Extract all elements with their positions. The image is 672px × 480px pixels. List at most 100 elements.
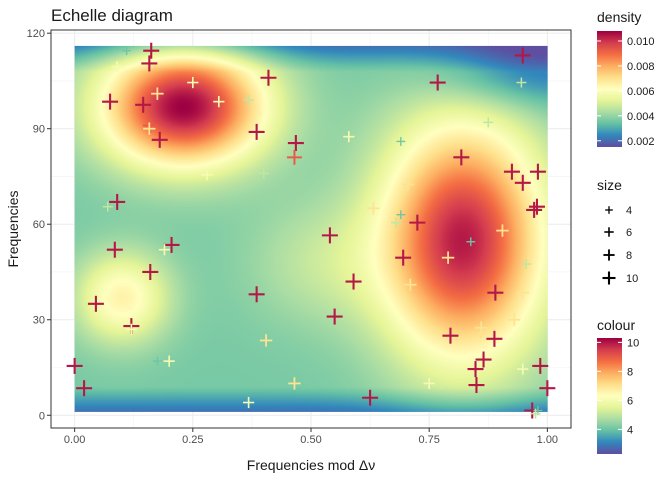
size-legend-label: 10	[626, 273, 638, 285]
density-legend-label: 0.008	[627, 61, 655, 73]
y-axis-title: Frequencies	[5, 190, 21, 267]
data-point	[532, 357, 549, 374]
data-point	[102, 93, 119, 110]
density-colorbar	[597, 31, 622, 147]
size-legend-label: 8	[626, 250, 632, 262]
data-point	[135, 96, 152, 113]
colour-legend-ticks: 10 8 6 4	[597, 337, 639, 436]
data-point	[409, 214, 426, 231]
data-point	[102, 201, 113, 212]
size-legend-key	[604, 227, 614, 237]
data-point	[326, 308, 343, 325]
data-point	[248, 286, 265, 303]
x-axis-title: Frequencies mod Δν	[247, 457, 375, 473]
data-point	[404, 278, 417, 291]
data-point	[496, 224, 509, 237]
data-point	[163, 236, 180, 253]
data-point	[143, 122, 156, 135]
size-legend-keys: 4 6 8 10	[602, 205, 638, 285]
data-point	[396, 137, 406, 146]
data-point	[321, 227, 338, 244]
data-point	[530, 408, 541, 419]
y-tick-label: 0	[39, 410, 45, 422]
y-tick-label: 60	[33, 219, 45, 231]
data-point	[287, 149, 302, 165]
data-point	[151, 131, 168, 148]
data-point	[395, 249, 412, 266]
data-point	[106, 241, 123, 258]
data-point	[66, 357, 83, 374]
data-point	[125, 323, 137, 335]
data-point	[213, 96, 225, 108]
data-point	[141, 55, 158, 72]
data-point	[508, 313, 521, 326]
size-legend-key	[602, 271, 616, 285]
data-point	[516, 77, 527, 88]
data-point	[111, 61, 123, 73]
data-point	[487, 284, 504, 301]
colour-legend-label: 4	[627, 424, 633, 436]
density-heatmap	[74, 45, 548, 412]
y-tick-label: 120	[27, 28, 45, 40]
size-legend-label: 6	[626, 227, 632, 239]
x-tick-label: 0.75	[418, 434, 439, 446]
data-point	[483, 117, 494, 128]
size-legend-key	[603, 249, 615, 261]
density-legend-label: 0.002	[627, 136, 655, 148]
x-tick-label: 0.50	[300, 434, 321, 446]
data-point	[287, 135, 304, 152]
x-tick-label: 1.00	[537, 434, 558, 446]
colour-legend-label: 10	[627, 337, 639, 349]
data-point	[516, 286, 529, 299]
data-point	[529, 163, 546, 180]
data-point	[345, 273, 362, 290]
data-point	[517, 363, 529, 375]
colour-legend: colour 10 8 6 4	[597, 317, 639, 454]
data-point	[503, 163, 520, 180]
data-point	[76, 380, 93, 397]
data-point	[259, 334, 273, 347]
data-point	[429, 74, 446, 91]
data-point	[474, 321, 488, 334]
data-point	[453, 149, 470, 166]
x-tick-label: 0.25	[182, 434, 203, 446]
data-point	[243, 95, 254, 106]
data-point	[475, 351, 492, 368]
density-legend-label: 0.004	[627, 111, 655, 123]
data-point	[343, 131, 355, 143]
colour-legend-label: 6	[627, 395, 633, 407]
data-point	[151, 87, 164, 100]
data-point	[260, 69, 277, 86]
density-legend-label: 0.006	[627, 86, 655, 98]
data-point	[521, 259, 532, 270]
size-legend: size 4 6 8 10	[597, 177, 638, 285]
data-point	[243, 396, 255, 409]
data-point	[258, 168, 269, 179]
data-point	[367, 202, 380, 215]
data-point	[122, 46, 132, 56]
size-legend-key	[605, 206, 613, 214]
data-point	[514, 174, 531, 191]
x-tick-label: 0.00	[64, 434, 85, 446]
data-point	[468, 377, 485, 394]
colour-colorbar	[597, 338, 622, 454]
data-point	[391, 217, 402, 228]
size-legend-label: 4	[626, 205, 632, 217]
data-points	[66, 42, 556, 419]
data-point	[396, 210, 406, 220]
data-point	[401, 178, 415, 191]
data-point	[187, 76, 199, 89]
density-legend-ticks: 0.010 0.008 0.006 0.004 0.002	[597, 36, 655, 148]
data-point	[163, 355, 175, 367]
y-axis: 0 30 60 90 120	[27, 28, 51, 422]
y-tick-label: 30	[33, 315, 45, 327]
data-point	[486, 330, 503, 347]
data-point	[158, 244, 171, 256]
data-point	[441, 251, 455, 264]
y-tick-label: 90	[33, 124, 45, 136]
x-axis: 0.00 0.25 0.50 0.75 1.00	[64, 428, 558, 446]
data-point	[362, 389, 379, 406]
size-legend-title: size	[597, 177, 622, 193]
density-legend-label: 0.010	[627, 36, 655, 48]
